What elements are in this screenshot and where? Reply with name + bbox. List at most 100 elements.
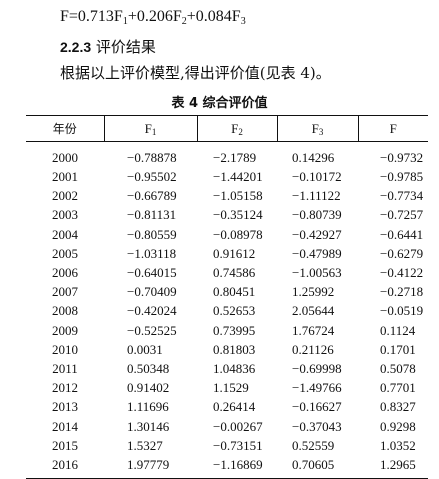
cell-year: 2015 [52, 437, 78, 453]
cell-f2: −1.44201 [213, 169, 263, 185]
table-row: 2001 −0.95502 −1.44201 −0.10172 −0.9785 [26, 167, 428, 186]
table-row: 2005 −1.03118 0.91612 −0.47989 −0.6279 [26, 244, 428, 263]
cell-f2: 1.04836 [213, 360, 256, 376]
cell-f: 0.9298 [380, 418, 416, 434]
cell-f: −0.6441 [380, 226, 424, 242]
cell-f3: −1.00563 [292, 265, 342, 281]
cell-f1: −0.66789 [127, 188, 177, 204]
cell-f3: −0.80739 [292, 207, 342, 223]
table-header-row: 年份 F1 F2 F3 F [26, 115, 428, 142]
table-row: 2007 −0.70409 0.80451 1.25992 −0.2718 [26, 282, 428, 301]
table-caption: 表 4 综合评价值 [171, 96, 268, 111]
cell-f: 1.2965 [358, 454, 428, 479]
cell-f3: 0.70605 [277, 454, 358, 479]
table-row: 2000 −0.78878 −2.1789 0.14296 −0.9732 [26, 142, 428, 168]
cell-year: 2003 [52, 207, 78, 223]
cell-f3: −0.69998 [292, 360, 342, 376]
cell-year: 2014 [52, 418, 78, 434]
cell-f: −0.9732 [380, 150, 424, 165]
cell-year: 2004 [52, 226, 78, 242]
cell-f3: −0.37043 [292, 418, 342, 434]
evaluation-table: 年份 F1 F2 F3 F 2000 −0.78878 −2.1789 0.14296… [26, 115, 428, 479]
cell-f3: −1.11122 [292, 188, 341, 204]
cell-year: 2005 [52, 245, 78, 261]
cell-f3: 0.52559 [292, 437, 335, 453]
cell-f1: −0.78878 [127, 150, 177, 165]
cell-f3: −1.49766 [292, 380, 342, 396]
cell-f2: 1.1529 [213, 380, 249, 396]
formula-term-3: 0.084F3 [195, 8, 246, 27]
cell-year: 2002 [52, 188, 78, 204]
cell-f3: −0.47989 [292, 245, 342, 261]
cell-f2: −0.35124 [213, 207, 263, 223]
cell-f1: −0.64015 [127, 265, 177, 281]
cell-f2: −1.05158 [213, 188, 263, 204]
cell-f1: −1.03118 [127, 245, 177, 261]
cell-f1: 0.91402 [127, 380, 170, 396]
cell-f: 0.8327 [380, 399, 416, 415]
formula-term-2: 0.206F2+ [136, 8, 196, 27]
table-row: 2010 0.0031 0.81803 0.21126 0.1701 [26, 340, 428, 359]
cell-year: 2011 [52, 360, 78, 376]
formula-term-1: 0.713F1+ [77, 8, 137, 27]
cell-f3: 2.05644 [292, 303, 335, 319]
body-sentence: 根据以上评价模型,得出评价值(见表 4)。 [60, 64, 331, 82]
cell-f1: 1.11696 [127, 399, 169, 415]
cell-f1: 1.30146 [127, 418, 170, 434]
cell-f2: 0.91612 [213, 245, 256, 261]
table-row: 2008 −0.42024 0.52653 2.05644 −0.0519 [26, 301, 428, 320]
header-f2: F2 [196, 115, 277, 142]
cell-f1: −0.42024 [127, 303, 177, 319]
table-row: 2016 1.97779 −1.16869 0.70605 1.2965 [26, 454, 428, 479]
header-f1: F1 [103, 115, 197, 142]
cell-f3: −0.10172 [292, 169, 342, 185]
cell-f2: 0.52653 [213, 303, 256, 319]
cell-f2: −0.00267 [213, 418, 263, 434]
table-row: 2009 −0.52525 0.73995 1.76724 0.1124 [26, 321, 428, 340]
cell-f2: 0.73995 [213, 322, 256, 338]
cell-year: 2009 [52, 322, 78, 338]
table-row: 2011 0.50348 1.04836 −0.69998 0.5078 [26, 359, 428, 378]
cell-f3: 0.21126 [292, 341, 334, 357]
cell-year: 2013 [52, 399, 78, 415]
cell-f: −0.7734 [380, 188, 424, 204]
cell-f1: −0.81131 [127, 207, 177, 223]
table-body: 2000 −0.78878 −2.1789 0.14296 −0.9732 2001 −0.… [26, 142, 428, 479]
cell-f2: 0.26414 [213, 399, 256, 415]
table-row: 2013 1.11696 0.26414 −0.16627 0.8327 [26, 397, 428, 416]
cell-f2: 0.74586 [213, 265, 256, 281]
cell-f3: 1.25992 [292, 284, 335, 300]
cell-f1: −0.95502 [127, 169, 177, 185]
table-row: 2002 −0.66789 −1.05158 −1.11122 −0.7734 [26, 186, 428, 205]
table-row: 2014 1.30146 −0.00267 −0.37043 0.9298 [26, 416, 428, 435]
cell-f: −0.6279 [380, 245, 424, 261]
cell-f3: −0.16627 [292, 399, 342, 415]
cell-f2: −2.1789 [213, 150, 257, 165]
cell-f1: 0.50348 [127, 360, 170, 376]
header-year: 年份 [26, 115, 104, 142]
cell-f1: −0.70409 [127, 284, 177, 300]
cell-year: 2010 [52, 341, 78, 357]
cell-year: 2001 [52, 169, 78, 185]
cell-f2: −1.16869 [197, 454, 277, 479]
table-row: 2003 −0.81131 −0.35124 −0.80739 −0.7257 [26, 205, 428, 224]
header-f: F [357, 115, 428, 142]
section-heading: 2.2.3 评价结果 [60, 36, 156, 57]
cell-f1: −0.52525 [127, 322, 177, 338]
cell-f1: 1.5327 [127, 437, 163, 453]
cell-f: −0.0519 [380, 303, 424, 319]
cell-f3: 1.76724 [292, 322, 335, 338]
header-f3: F3 [276, 115, 358, 142]
cell-f3: 0.14296 [292, 150, 335, 165]
table-row: 2015 1.5327 −0.73151 0.52559 1.0352 [26, 436, 428, 455]
cell-f: −0.9785 [380, 169, 424, 185]
cell-f: 1.0352 [380, 437, 416, 453]
table-row: 2006 −0.64015 0.74586 −1.00563 −0.4122 [26, 263, 428, 282]
cell-year: 2008 [52, 303, 78, 319]
cell-f: 0.1124 [380, 322, 416, 338]
cell-f1: 1.97779 [104, 454, 197, 479]
section-title: 评价结果 [95, 38, 156, 56]
cell-f1: 0.0031 [127, 341, 163, 357]
cell-year: 2007 [52, 284, 78, 300]
cell-f: 0.1701 [380, 341, 416, 357]
